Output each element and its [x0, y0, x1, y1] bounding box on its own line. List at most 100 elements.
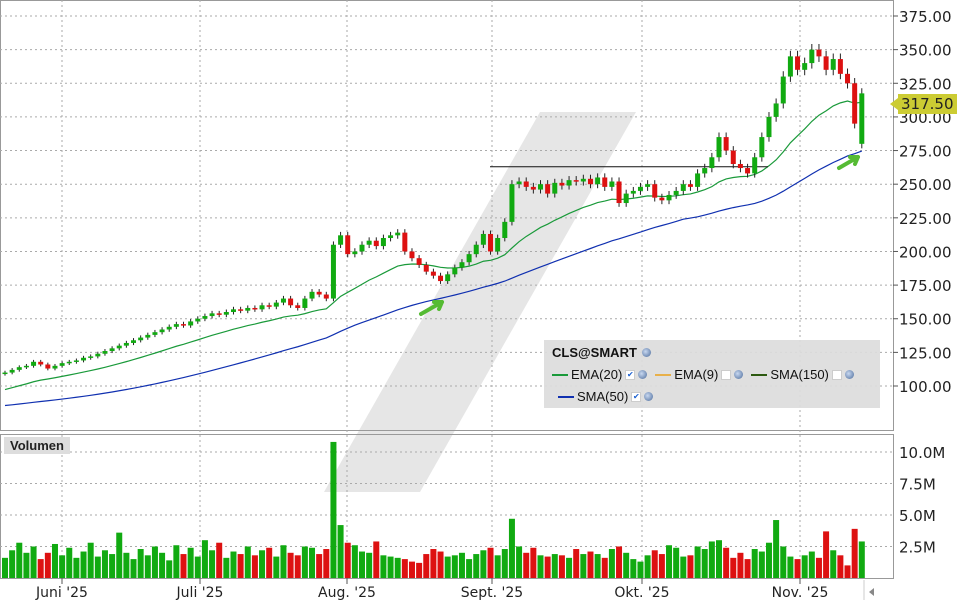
volume-bar [216, 542, 223, 578]
candle-up [395, 232, 401, 236]
volume-bar [59, 555, 66, 578]
volume-bar [501, 549, 508, 578]
candle-down [438, 275, 444, 282]
volume-bar [166, 560, 173, 578]
volume-bar [280, 545, 287, 578]
volume-tick-label: 2.5M [899, 539, 936, 557]
legend-ema9[interactable]: EMA(9) [655, 367, 744, 382]
checkbox[interactable] [721, 369, 732, 380]
volume-bar [723, 547, 730, 578]
candle-up [95, 353, 101, 357]
ema20-swatch [552, 373, 568, 376]
volume-bar [351, 545, 358, 578]
candle-down [252, 307, 258, 310]
price-tick-label: 100.00 [899, 378, 952, 396]
checkbox-checked[interactable]: ✔ [631, 391, 642, 402]
candle-up [773, 103, 779, 117]
legend-sma150[interactable]: SMA(150) [751, 367, 854, 382]
candle-up [73, 360, 79, 362]
candle-down [737, 164, 743, 169]
volume-bar [780, 546, 787, 578]
checkbox-checked[interactable]: ✔ [625, 369, 636, 380]
candle-up [16, 367, 22, 370]
volume-bar [651, 550, 658, 578]
candle-down [488, 233, 494, 252]
scroll-right-icon[interactable] [869, 588, 874, 596]
volume-bar [309, 547, 316, 578]
legend-ema20[interactable]: EMA(20) ✔ [552, 367, 648, 382]
candle-up [452, 267, 458, 275]
candle-up [59, 363, 65, 366]
candle-up [752, 157, 758, 174]
volume-bar [658, 554, 665, 578]
volume-bar [787, 556, 794, 578]
ema9-swatch [655, 373, 672, 376]
candle-up [209, 313, 215, 317]
volume-panel-title: Volumen [4, 437, 70, 454]
candle-down [316, 291, 322, 295]
candle-down [845, 73, 851, 84]
candle-up [23, 365, 29, 368]
volume-bar [266, 547, 273, 578]
volume-bar [673, 547, 680, 578]
candle-up [480, 233, 486, 245]
candle-down [288, 298, 294, 306]
price-tick-label: 375.00 [899, 8, 952, 26]
candle-down [852, 83, 858, 124]
legend-label: SMA(50) [577, 389, 629, 404]
volume-tick-label: 7.5M [899, 476, 936, 494]
volume-bar [337, 525, 344, 578]
candle-down [530, 186, 536, 190]
candle-up [673, 190, 679, 195]
volume-tick-label: 5.0M [899, 507, 936, 525]
price-tick-label: 200.00 [899, 243, 952, 261]
globe-icon[interactable] [734, 370, 744, 379]
volume-bar [130, 559, 137, 578]
globe-icon[interactable] [638, 370, 648, 379]
volume-bar [201, 540, 208, 578]
candle-up [716, 137, 722, 158]
candle-up [309, 291, 315, 299]
volume-bar [394, 557, 401, 578]
candle-down [559, 182, 565, 186]
candle-up [630, 190, 636, 194]
candle-down [816, 49, 822, 57]
checkbox[interactable] [831, 369, 842, 380]
candle-up [552, 182, 558, 194]
candle-down [266, 305, 272, 307]
globe-icon[interactable] [641, 348, 651, 357]
volume-bar [716, 540, 722, 578]
sma50-line [4, 150, 863, 407]
candle-up [9, 369, 15, 373]
volume-bar [751, 549, 758, 578]
candle-up [566, 180, 572, 186]
candle-up [152, 332, 158, 335]
candle-down [323, 294, 329, 299]
legend-label: EMA(9) [674, 367, 719, 382]
volume-bar [730, 557, 737, 578]
volume-bar [423, 554, 430, 578]
candle-up [645, 184, 651, 187]
globe-icon[interactable] [844, 370, 854, 379]
volume-bar [837, 555, 844, 578]
legend-sma50[interactable]: SMA(50) ✔ [558, 389, 654, 404]
candle-up [352, 251, 358, 255]
candle-up [52, 365, 58, 369]
volume-bar [580, 554, 587, 578]
legend-label: SMA(150) [770, 367, 829, 382]
volume-bar [330, 441, 337, 578]
candle-down [181, 324, 186, 326]
volume-bar [44, 552, 51, 578]
candle-down [238, 309, 244, 311]
globe-icon[interactable] [644, 392, 654, 401]
volume-bar [537, 555, 544, 578]
candle-up [695, 173, 701, 187]
volume-bar [408, 561, 415, 578]
volume-bar [294, 555, 301, 578]
last-price-label: 317.50 [890, 94, 957, 114]
candle-down [652, 184, 658, 198]
candle-down [409, 251, 415, 259]
volume-bar [637, 561, 644, 578]
